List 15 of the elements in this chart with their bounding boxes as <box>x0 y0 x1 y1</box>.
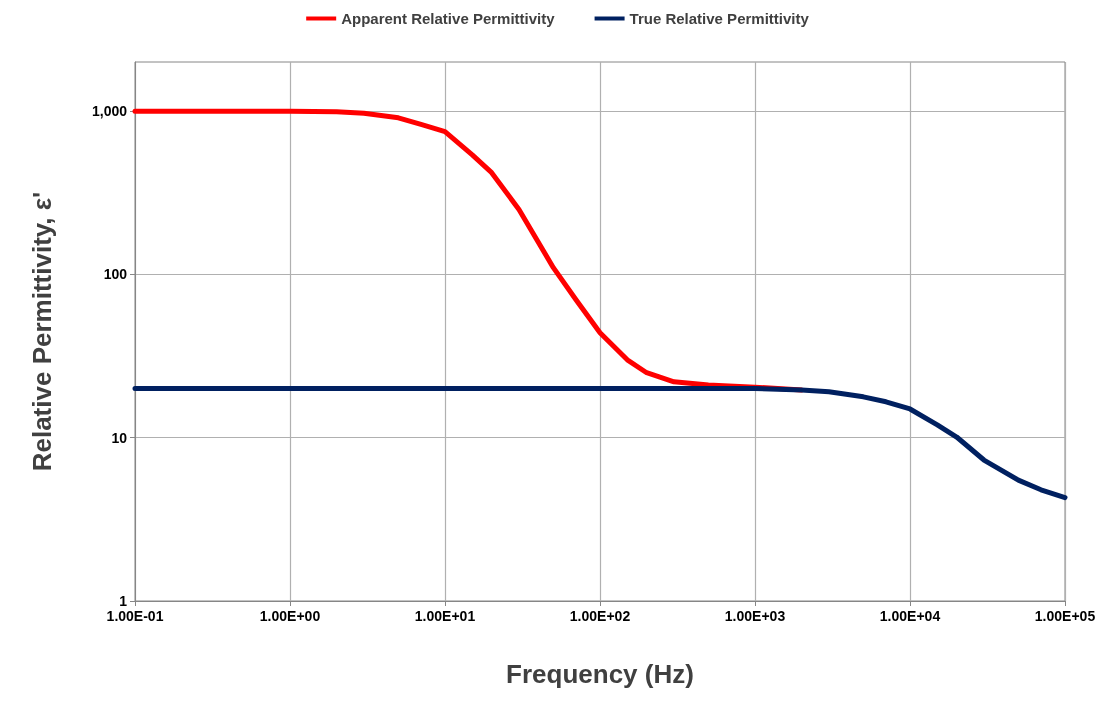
y-tick-label: 10 <box>111 429 128 446</box>
legend-label: True Relative Permittivity <box>629 10 810 27</box>
y-tick-label: 100 <box>103 266 128 283</box>
x-tick-label: 1.00E+01 <box>414 608 476 624</box>
legend-label: Apparent Relative Permittivity <box>341 10 556 27</box>
x-tick-label: 1.00E+03 <box>724 608 786 624</box>
x-tick-label: 1.00E+04 <box>879 608 941 624</box>
y-axis-title: Relative Permittivity, ε' <box>27 191 57 472</box>
x-tick-label: 1.00E+05 <box>1034 608 1096 624</box>
y-tick-label: 1 <box>119 593 128 609</box>
x-axis-title: Frequency (Hz) <box>506 659 694 689</box>
y-tick-label: 1,000 <box>91 103 128 120</box>
x-tick-label: 1.00E+02 <box>569 608 631 624</box>
x-tick-label: 1.00E-01 <box>106 608 164 624</box>
x-tick-label: 1.00E+00 <box>259 608 321 624</box>
